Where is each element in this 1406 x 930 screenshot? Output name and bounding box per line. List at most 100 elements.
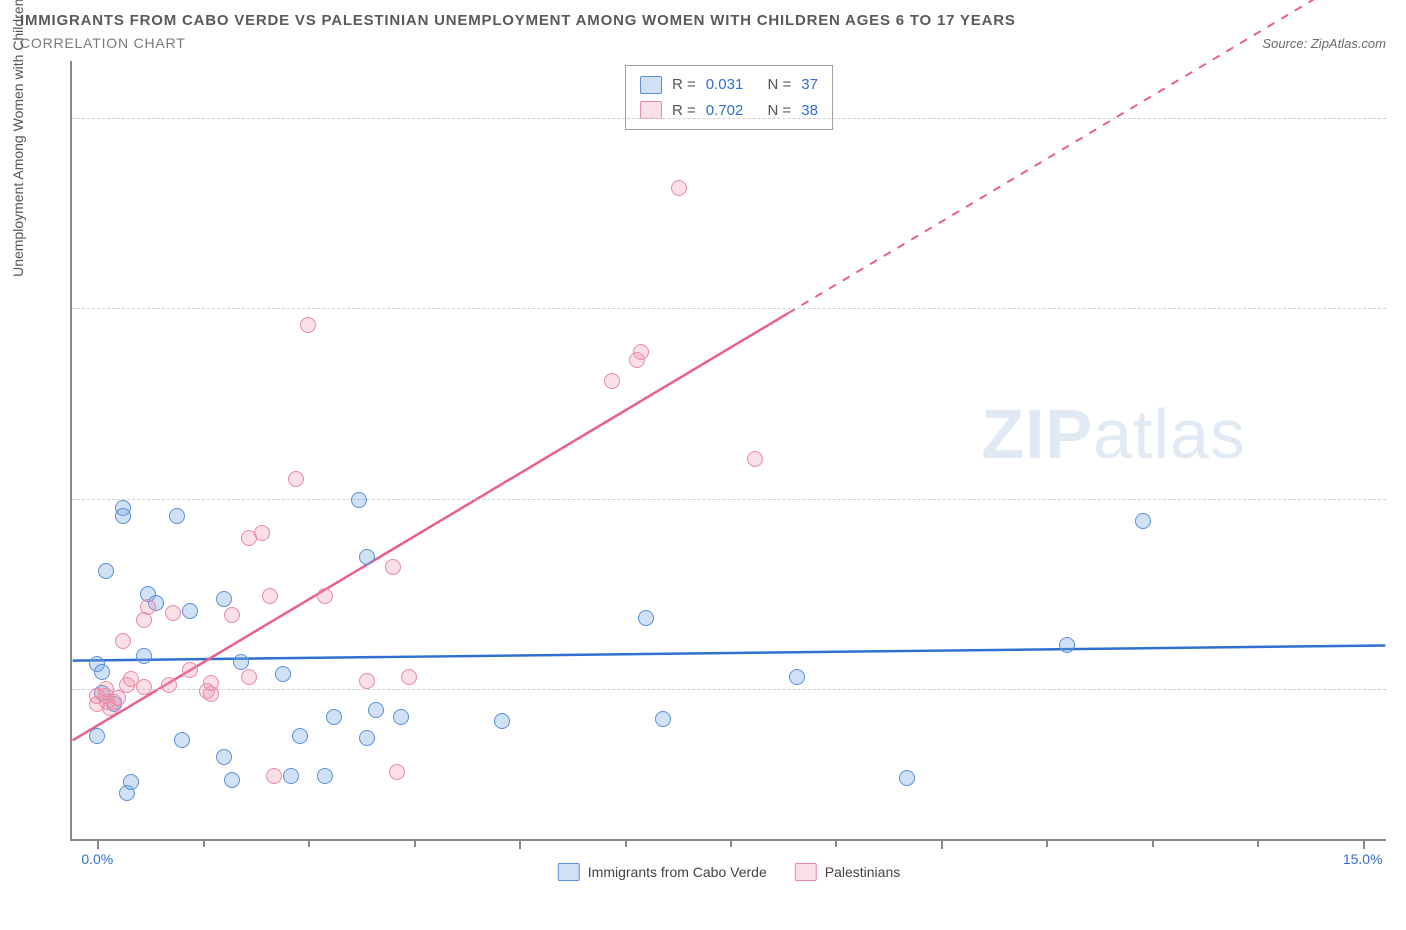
- data-point: [233, 654, 249, 670]
- data-point: [401, 669, 417, 685]
- data-point: [216, 591, 232, 607]
- source-value: ZipAtlas.com: [1311, 36, 1386, 51]
- x-tick-minor: [730, 839, 732, 847]
- data-point: [140, 599, 156, 615]
- x-tick-minor: [203, 839, 205, 847]
- x-tick-minor: [308, 839, 310, 847]
- data-point: [136, 648, 152, 664]
- data-point: [182, 603, 198, 619]
- data-point: [317, 768, 333, 784]
- y-tick-label: 10.0%: [1391, 681, 1406, 697]
- data-point: [283, 768, 299, 784]
- data-point: [317, 588, 333, 604]
- n-label: N =: [768, 72, 792, 98]
- x-tick-minor: [1257, 839, 1259, 847]
- data-point: [899, 770, 915, 786]
- r-value: 0.031: [706, 72, 744, 98]
- y-tick-label: 40.0%: [1391, 110, 1406, 126]
- x-tick: [519, 839, 521, 849]
- n-label: N =: [768, 98, 792, 124]
- data-point: [638, 610, 654, 626]
- data-point: [98, 563, 114, 579]
- subtitle-row: CORRELATION CHART Source: ZipAtlas.com: [20, 35, 1386, 51]
- swatch-icon: [640, 101, 662, 119]
- correlation-chart: Unemployment Among Women with Children A…: [20, 61, 1386, 891]
- data-point: [275, 666, 291, 682]
- page-title: IMMIGRANTS FROM CABO VERDE VS PALESTINIA…: [20, 12, 1386, 29]
- n-value: 38: [801, 98, 818, 124]
- data-point: [115, 508, 131, 524]
- data-point: [368, 702, 384, 718]
- data-point: [165, 605, 181, 621]
- legend-item: Immigrants from Cabo Verde: [558, 863, 767, 881]
- y-axis-label: Unemployment Among Women with Children A…: [10, 0, 26, 277]
- x-tick: [941, 839, 943, 849]
- x-tick: [97, 839, 99, 849]
- data-point: [300, 317, 316, 333]
- data-point: [89, 728, 105, 744]
- x-tick-label: 0.0%: [81, 851, 113, 867]
- data-point: [393, 709, 409, 725]
- data-point: [359, 673, 375, 689]
- n-value: 37: [801, 72, 818, 98]
- data-point: [604, 373, 620, 389]
- data-point: [1059, 637, 1075, 653]
- data-point: [385, 559, 401, 575]
- data-point: [262, 588, 278, 604]
- data-point: [351, 492, 367, 508]
- x-tick-minor: [1046, 839, 1048, 847]
- data-point: [136, 679, 152, 695]
- data-point: [216, 749, 232, 765]
- data-point: [633, 344, 649, 360]
- plot-area: ZIPatlas R = 0.031 N = 37 R = 0.702 N = …: [70, 61, 1386, 841]
- legend-item: Palestinians: [795, 863, 901, 881]
- source-credit: Source: ZipAtlas.com: [1262, 36, 1386, 51]
- trend-line: [73, 313, 788, 740]
- swatch-icon: [558, 863, 580, 881]
- source-label: Source:: [1262, 36, 1307, 51]
- gridline: [72, 118, 1386, 119]
- x-tick-label: 15.0%: [1343, 851, 1383, 867]
- y-tick-label: 30.0%: [1391, 300, 1406, 316]
- data-point: [326, 709, 342, 725]
- data-point: [224, 772, 240, 788]
- legend-label: Immigrants from Cabo Verde: [588, 864, 767, 880]
- x-tick-minor: [625, 839, 627, 847]
- data-point: [241, 669, 257, 685]
- data-point: [747, 451, 763, 467]
- x-tick-minor: [414, 839, 416, 847]
- data-point: [494, 713, 510, 729]
- trend-lines: [72, 61, 1386, 839]
- data-point: [182, 662, 198, 678]
- data-point: [359, 549, 375, 565]
- data-point: [123, 774, 139, 790]
- gridline: [72, 308, 1386, 309]
- data-point: [115, 633, 131, 649]
- x-tick: [1363, 839, 1365, 849]
- data-point: [254, 525, 270, 541]
- legend-label: Palestinians: [825, 864, 901, 880]
- x-tick-minor: [835, 839, 837, 847]
- data-point: [94, 664, 110, 680]
- data-point: [292, 728, 308, 744]
- data-point: [359, 730, 375, 746]
- stats-row: R = 0.702 N = 38: [640, 98, 818, 124]
- trend-line: [73, 645, 1386, 660]
- data-point: [174, 732, 190, 748]
- data-point: [389, 764, 405, 780]
- data-point: [266, 768, 282, 784]
- x-tick-minor: [1152, 839, 1154, 847]
- data-point: [1135, 513, 1151, 529]
- data-point: [789, 669, 805, 685]
- data-point: [161, 677, 177, 693]
- y-tick-label: 20.0%: [1391, 491, 1406, 507]
- subtitle: CORRELATION CHART: [20, 35, 186, 51]
- swatch-icon: [795, 863, 817, 881]
- gridline: [72, 499, 1386, 500]
- r-value: 0.702: [706, 98, 744, 124]
- stats-legend: R = 0.031 N = 37 R = 0.702 N = 38: [625, 65, 833, 130]
- r-label: R =: [672, 98, 696, 124]
- r-label: R =: [672, 72, 696, 98]
- stats-row: R = 0.031 N = 37: [640, 72, 818, 98]
- data-point: [288, 471, 304, 487]
